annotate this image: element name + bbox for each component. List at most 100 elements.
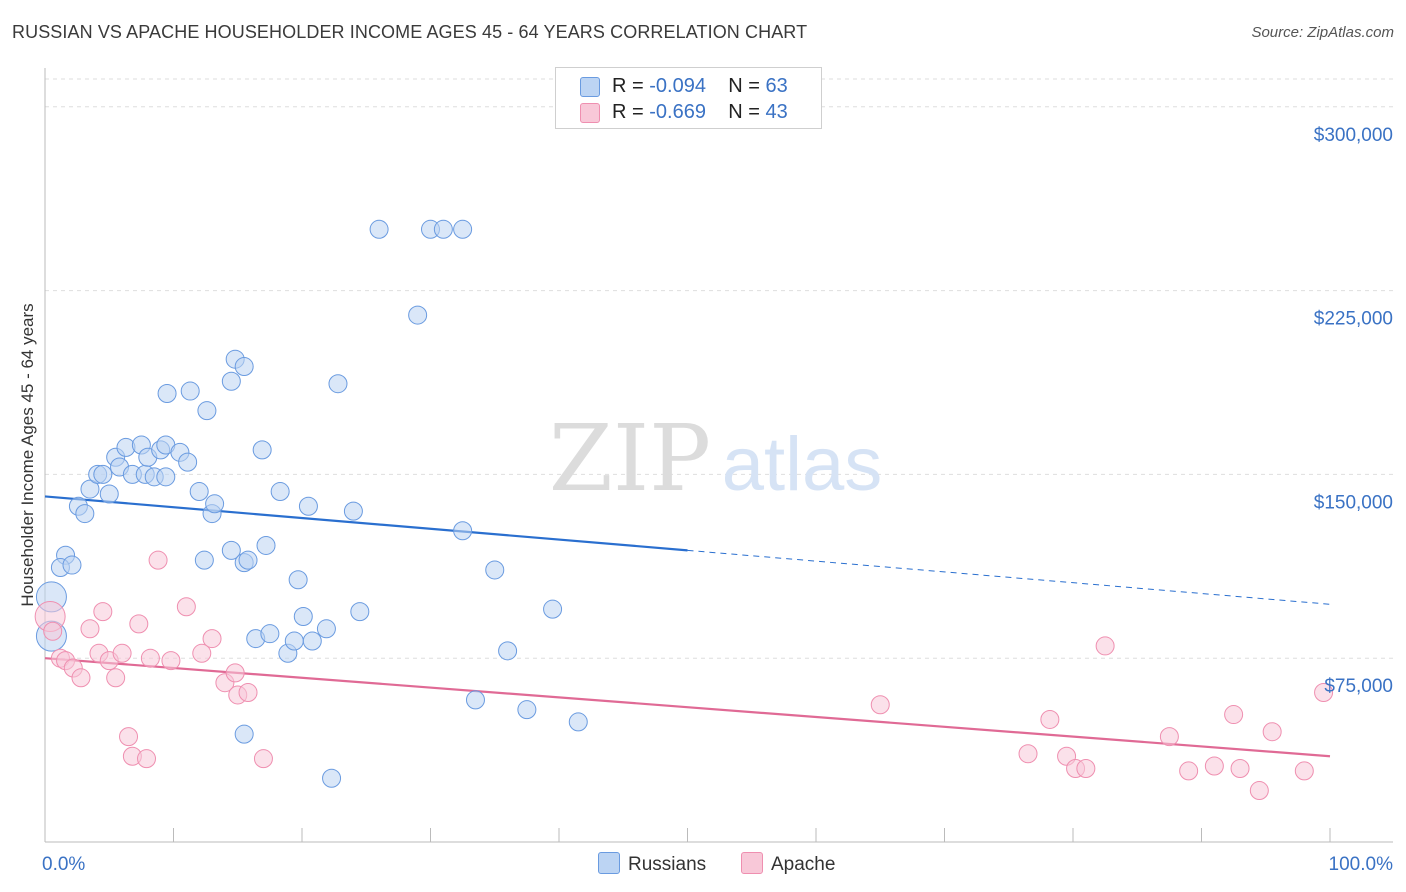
russians-point — [568, 712, 588, 732]
legend-n-value: 43 — [765, 101, 788, 123]
y-tick-label: $300,000 — [1314, 125, 1393, 146]
russians-point — [453, 521, 473, 541]
russians-point — [256, 535, 276, 555]
y-tick-label: $225,000 — [1314, 309, 1393, 330]
watermark-zip: ZIP — [549, 405, 711, 512]
apache-point — [129, 614, 149, 634]
apache-point — [119, 727, 139, 747]
russians-point — [298, 496, 318, 516]
apache-point — [43, 621, 63, 641]
russians-point — [284, 631, 304, 651]
apache-point — [192, 643, 212, 663]
apache-point — [1230, 758, 1250, 778]
apache-point — [1262, 722, 1282, 742]
russians-point — [498, 641, 518, 661]
russians-point — [156, 467, 176, 487]
apache-point — [253, 749, 273, 769]
apache-point — [176, 597, 196, 617]
russians-point — [197, 401, 217, 421]
apache-point — [1095, 636, 1115, 656]
apache-point — [1314, 683, 1334, 703]
bottom-legend-apache: Apache — [741, 852, 835, 876]
russians-point — [252, 440, 272, 460]
russians-point — [194, 550, 214, 570]
russians-point — [93, 464, 113, 484]
russians-point — [221, 540, 241, 560]
apache-point — [1294, 761, 1314, 781]
apache-point — [80, 619, 100, 639]
russians-point — [260, 624, 280, 644]
apache-point — [1076, 758, 1096, 778]
russians-point — [465, 690, 485, 710]
russians-point — [485, 560, 505, 580]
russians-point — [62, 555, 82, 575]
apache-legend-label: Apache — [771, 854, 836, 875]
trendlines — [44, 495, 1331, 758]
chart-title: RUSSIAN VS APACHE HOUSEHOLDER INCOME AGE… — [12, 22, 808, 42]
russians-point — [99, 484, 119, 504]
russians-point — [180, 381, 200, 401]
russians-point — [316, 619, 336, 639]
bottom-legend-russians: Russians — [598, 852, 706, 876]
y-axis-label: Householder Income Ages 45 - 64 years — [18, 303, 37, 606]
apache-point — [93, 602, 113, 622]
legend-r-label: R = — [612, 101, 650, 123]
apache-point — [112, 643, 132, 663]
russians-point — [369, 219, 389, 239]
apache-point — [106, 668, 126, 688]
russians-point — [517, 700, 537, 720]
apache-point — [1179, 761, 1199, 781]
russians-trendline — [44, 495, 688, 552]
russians-point — [302, 631, 322, 651]
russians-point — [293, 607, 313, 627]
apache-point — [1224, 705, 1244, 725]
russians-point — [238, 550, 258, 570]
apache-point — [202, 629, 222, 649]
apache-point — [1159, 727, 1179, 747]
apache-point — [140, 648, 160, 668]
x-tick-label: 100.0% — [1329, 854, 1394, 875]
watermark-atlas: atlas — [722, 422, 883, 507]
axes — [44, 68, 1393, 843]
russians-point — [433, 219, 453, 239]
legend-n-label: N = — [728, 75, 766, 97]
correlation-legend: R = -0.094 N = 63 R = -0.669 N = 43 — [555, 67, 822, 129]
x-tick-label: 0.0% — [42, 854, 85, 875]
apache-swatch — [580, 103, 600, 123]
apache-point — [870, 695, 890, 715]
y-tick-label: $75,000 — [1324, 676, 1393, 697]
legend-n-value: 63 — [765, 75, 788, 97]
data-points — [34, 219, 1334, 801]
russians-point — [80, 479, 100, 499]
apache-trendline — [44, 657, 1331, 758]
apache-point — [148, 550, 168, 570]
russians-point — [328, 374, 348, 394]
russians-trendline-extension — [687, 549, 1331, 605]
apache-point — [161, 651, 181, 671]
apache-point — [1249, 781, 1269, 801]
chart-source: Source: ZipAtlas.com — [1251, 24, 1394, 41]
apache-point — [1204, 756, 1224, 776]
apache-point — [238, 683, 258, 703]
russians-point — [453, 219, 473, 239]
axis-labels: $75,000 $150,000 $225,000 $300,000 0.0% 100.0… — [18, 125, 1393, 875]
russians-point — [322, 768, 342, 788]
russians-point — [234, 724, 254, 744]
russians-point — [157, 384, 177, 404]
russians-point — [270, 482, 290, 502]
apache-legend-swatch — [741, 852, 763, 874]
apache-point — [1018, 744, 1038, 764]
apache-point — [1040, 709, 1060, 729]
y-tick-label: $150,000 — [1314, 492, 1393, 513]
russians-legend-label: Russians — [628, 854, 707, 875]
russians-point — [189, 482, 209, 502]
russians-point — [234, 357, 254, 377]
russians-point — [75, 504, 95, 524]
apache-point — [225, 663, 245, 683]
russians-point — [178, 452, 198, 472]
legend-n-label: N = — [728, 101, 766, 123]
legend-r-value: -0.094 — [649, 75, 706, 97]
russians-swatch — [580, 77, 600, 97]
russians-point — [543, 599, 563, 619]
